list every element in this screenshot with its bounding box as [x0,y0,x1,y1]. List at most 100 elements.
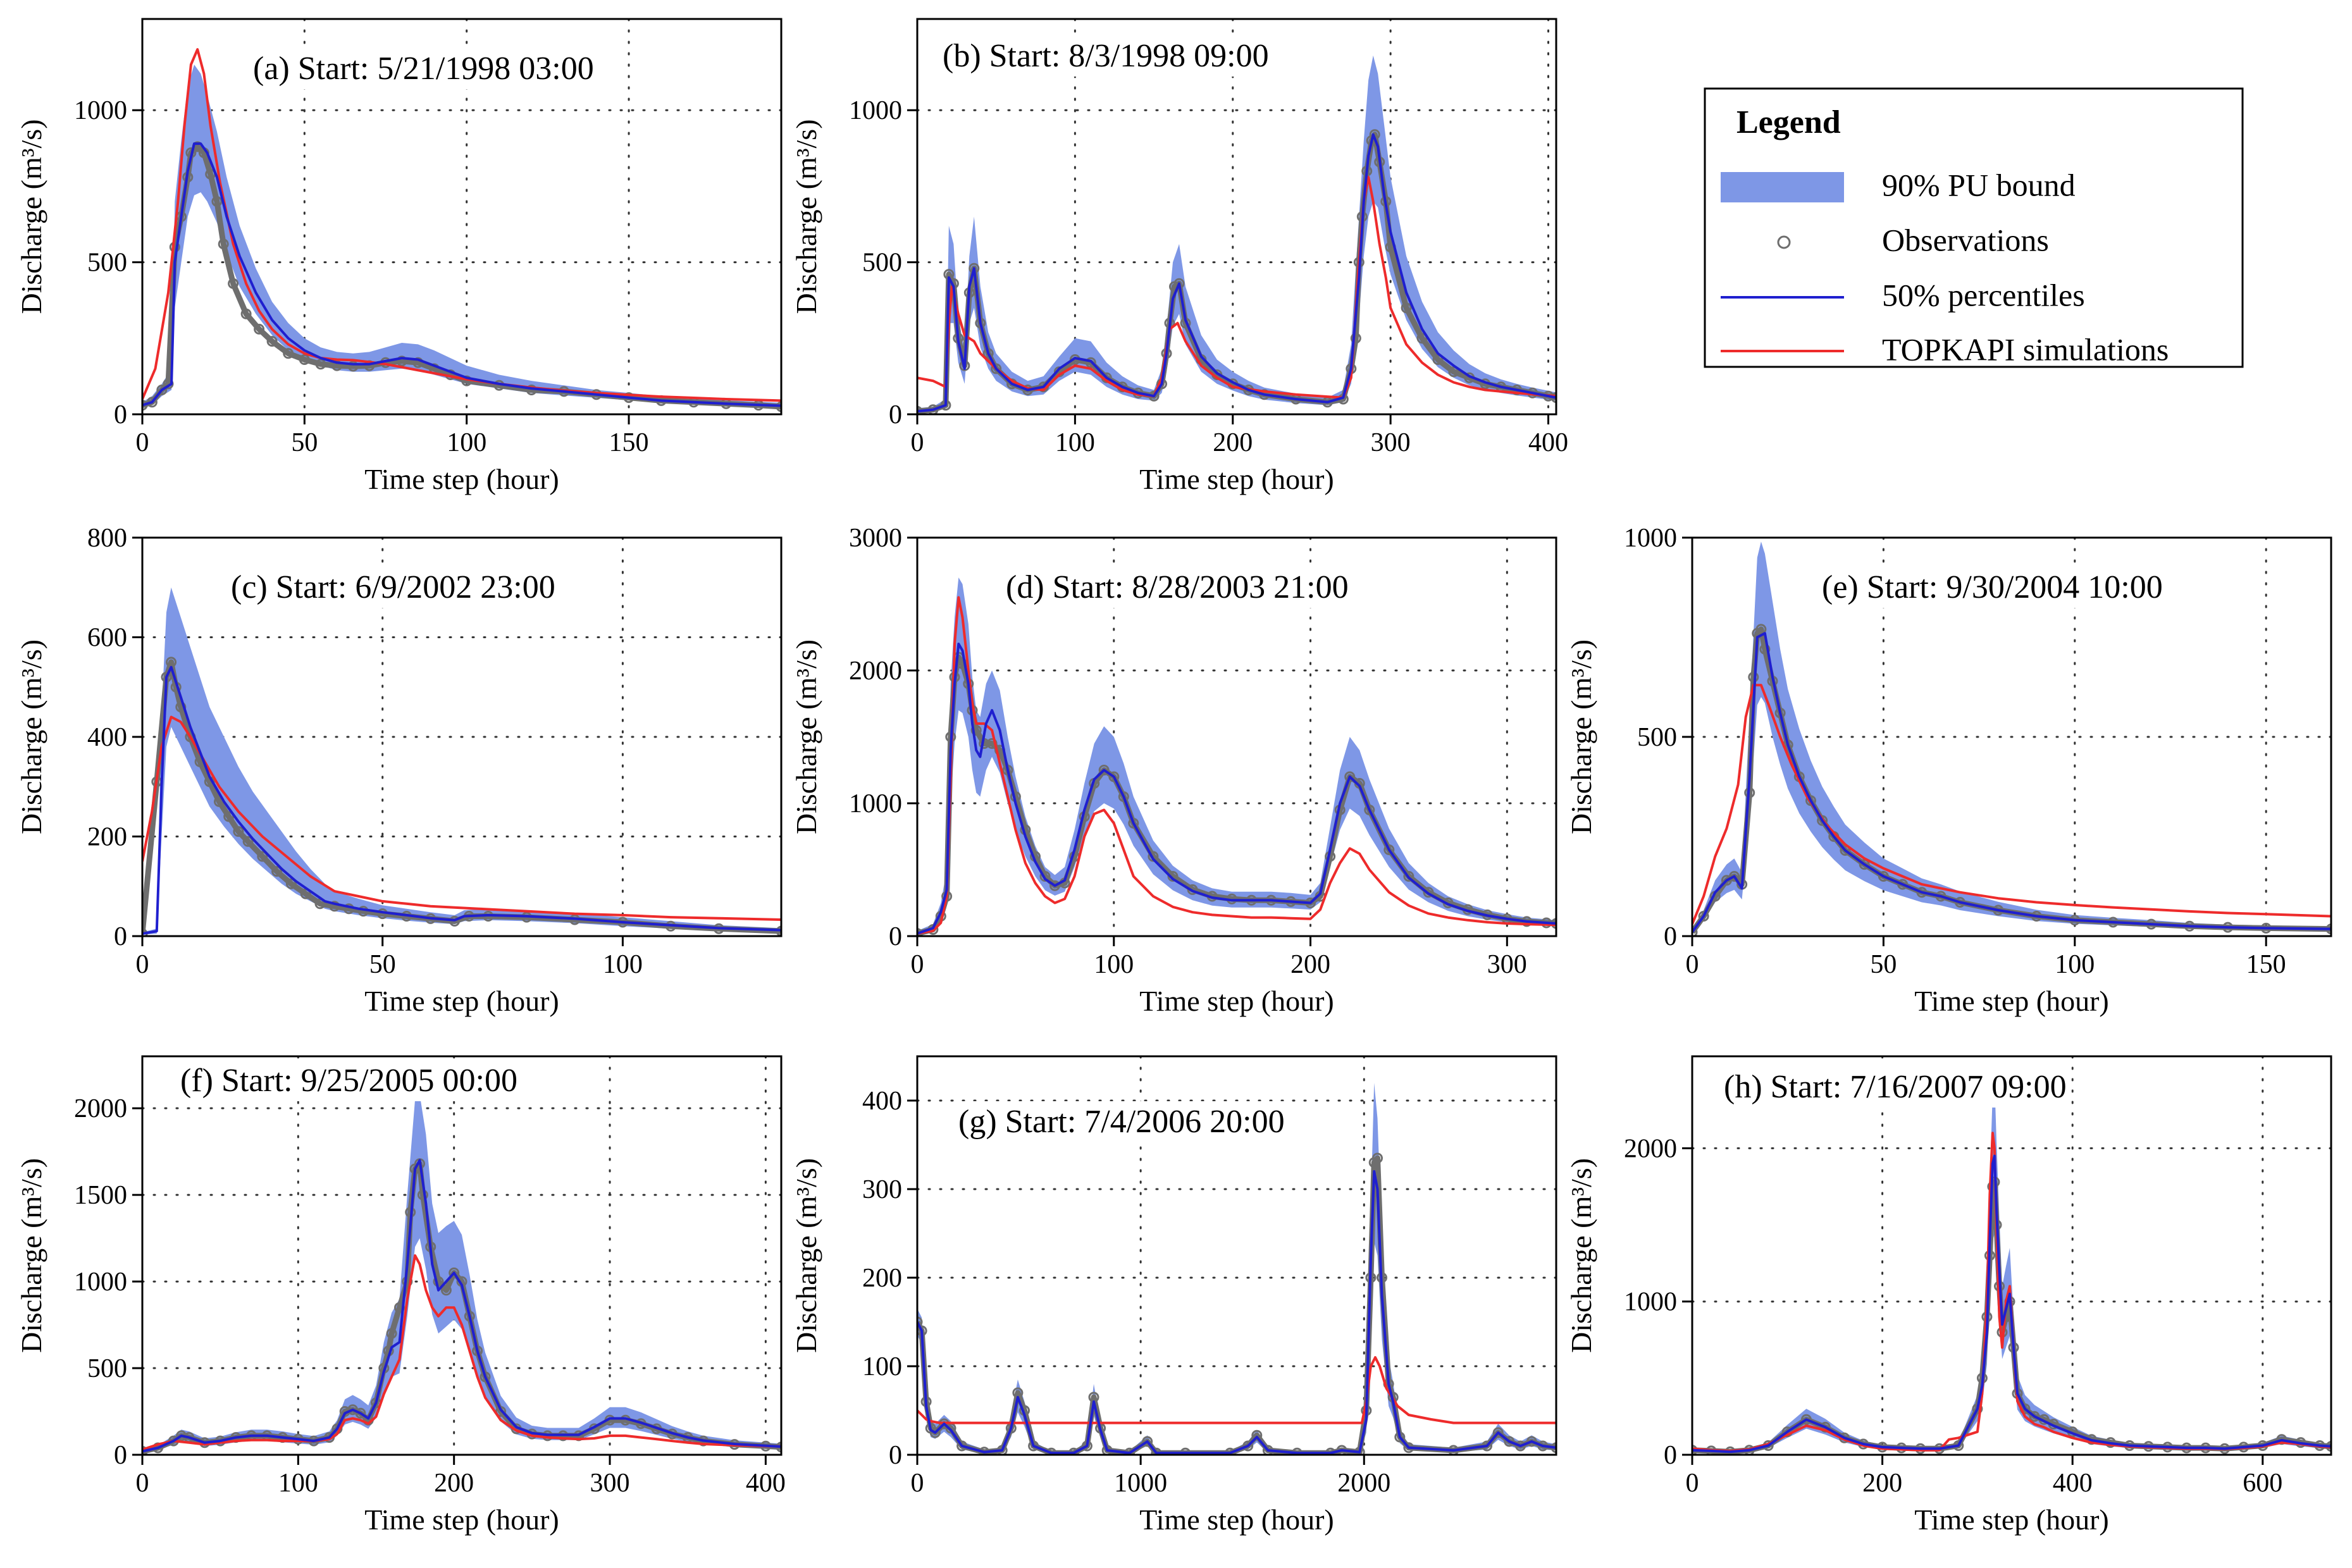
chart-c-xtick-label: 0 [136,950,149,979]
chart-a-ylabel: Discharge (m³/s) [15,119,47,314]
chart-e-ytick-label: 1000 [1624,524,1677,553]
chart-c-ytick-label: 0 [114,922,127,951]
chart-b-title-background [938,35,1274,77]
chart-c-ytick-label: 800 [87,524,127,553]
chart-e-observation-point [1748,672,1759,682]
chart-c-xlabel: Time step (hour) [364,985,559,1017]
chart-a-observation-point [142,400,148,411]
chart-b-title: (b) Start: 8/3/1998 09:00 [943,38,1269,74]
chart-b-observation-point [1350,333,1361,344]
chart-a-ytick-label: 500 [87,249,127,278]
chart-e-xtick-label: 150 [2246,950,2286,979]
chart-g-observation-trace [917,1155,1556,1455]
chart-c-title-background [226,567,560,608]
chart-b-ytick-label: 1000 [849,96,902,125]
chart-d-ytick-label: 0 [889,922,902,951]
chart-h-observation-point [2276,1434,2287,1445]
chart-h-pu-band [1692,1079,2331,1453]
chart-g-xtick-label: 1000 [1114,1469,1167,1498]
chart-a-observation-point [299,354,310,365]
chart-e-observation-point [1805,795,1816,806]
chart-c: 0 50 100 0 200 400 600 800 Time step (hour) Disch… [15,524,783,1017]
chart-f-ytick-label: 1500 [74,1181,127,1210]
chart-g-observation-point [1251,1429,1263,1441]
chart-h-ytick-label: 0 [1664,1441,1677,1470]
legend-title: Legend [1736,104,1841,140]
chart-d-ylabel: Discharge (m³/s) [790,639,822,834]
chart-g-xtick-label: 2000 [1337,1469,1390,1498]
chart-d-observation-point [1118,791,1129,802]
chart-f-observation-point [480,1371,491,1383]
chart-g-xlabel: Time step (hour) [1139,1503,1334,1536]
chart-g-observation-point [1526,1436,1537,1447]
chart-a-observation-point [396,355,407,367]
chart-b: 0 100 200 300 400 0 500 1000 Time step (hour) Dis… [790,18,1568,495]
chart-b-xtick-label: 200 [1213,428,1253,457]
chart-g: 0 1000 2000 0 100 200 300 400 Time step (hour) Di… [790,1055,1557,1536]
chart-h-xtick-label: 400 [2053,1469,2093,1498]
chart-h-plot-area [1692,1079,2331,1455]
chart-b-observation-point [1432,354,1444,365]
chart-d-frame [916,536,1557,937]
chart-g-plot-area [917,1083,1556,1455]
chart-h-observation-point [1800,1414,1812,1425]
chart-d-observation-point [1167,871,1179,882]
chart-e-ytick-label: 0 [1664,922,1677,951]
chart-e: 0 50 100 150 0 500 1000 Time step (hour) Dischar… [1565,524,2332,1017]
chart-b-median-line [917,133,1556,413]
chart-c-observation-point [257,851,268,862]
chart-h-xtick-label: 0 [1686,1469,1699,1498]
chart-e-topkapi-line [1692,684,2331,925]
legend-label-median: 50% percentiles [1882,277,2085,312]
chart-c-observation-point [271,866,283,877]
chart-f-median-line [142,1159,781,1453]
chart-d-xtick-label: 200 [1291,950,1330,979]
chart-a-observation-point [228,278,239,289]
chart-d-observation-point [1108,771,1120,782]
chart-f-xtick-label: 200 [434,1469,474,1498]
chart-b-xtick-label: 100 [1055,428,1095,457]
chart-a-xtick-label: 0 [136,428,149,457]
chart-a-xtick-label: 150 [609,428,649,457]
chart-f-xtick-label: 100 [278,1469,318,1498]
chart-b-topkapi-line [917,176,1556,399]
chart-f-title: (f) Start: 9/25/2005 00:00 [180,1063,517,1099]
chart-f-observation-point [355,1407,366,1419]
chart-d-observation-point [1423,887,1434,898]
chart-e-xtick-label: 50 [1870,950,1897,979]
chart-e-xtick-label: 100 [2055,950,2095,979]
chart-a-observation-point [412,357,424,368]
legend-observation-swatch [1777,235,1791,249]
chart-a-xtick-label: 50 [291,428,318,457]
chart-a-observation-point [347,361,359,372]
chart-a-title: (a) Start: 5/21/1998 03:00 [253,51,594,87]
chart-g-observation-point [917,1316,923,1328]
chart-c-xtick-label: 100 [603,950,643,979]
chart-e-observation-point [1897,879,1909,890]
chart-a-observation-point [218,238,229,250]
chart-d-observation-point [1039,871,1051,882]
chart-c-observation-point [242,836,254,847]
chart-e-observation-point [1759,643,1771,655]
chart-d-ytick-label: 2000 [849,657,902,686]
chart-d-observation-point [1128,818,1139,829]
chart-d-xtick-label: 300 [1487,950,1527,979]
chart-e-pu-band [1692,541,2331,934]
chart-g-ylabel: Discharge (m³/s) [790,1158,822,1353]
chart-h-ytick-label: 1000 [1624,1288,1677,1317]
chart-c-observation-point [285,878,297,889]
chart-e-observation-point [1692,927,1698,936]
chart-d-observation-point [1364,805,1375,815]
chart-e-ylabel: Discharge (m³/s) [1565,639,1597,834]
chart-c-plot-area [142,587,781,936]
chart-e-ytick-label: 500 [1637,723,1677,752]
chart-c-observation-point [233,826,244,837]
chart-b-pu-band [917,55,1556,413]
chart-b-ytick-label: 0 [889,400,902,429]
chart-b-xlabel: Time step (hour) [1139,463,1334,495]
chart-a-observation-point [266,336,278,347]
chart-f-xlabel: Time step (hour) [364,1503,559,1536]
chart-e-observation-point [1817,815,1828,826]
